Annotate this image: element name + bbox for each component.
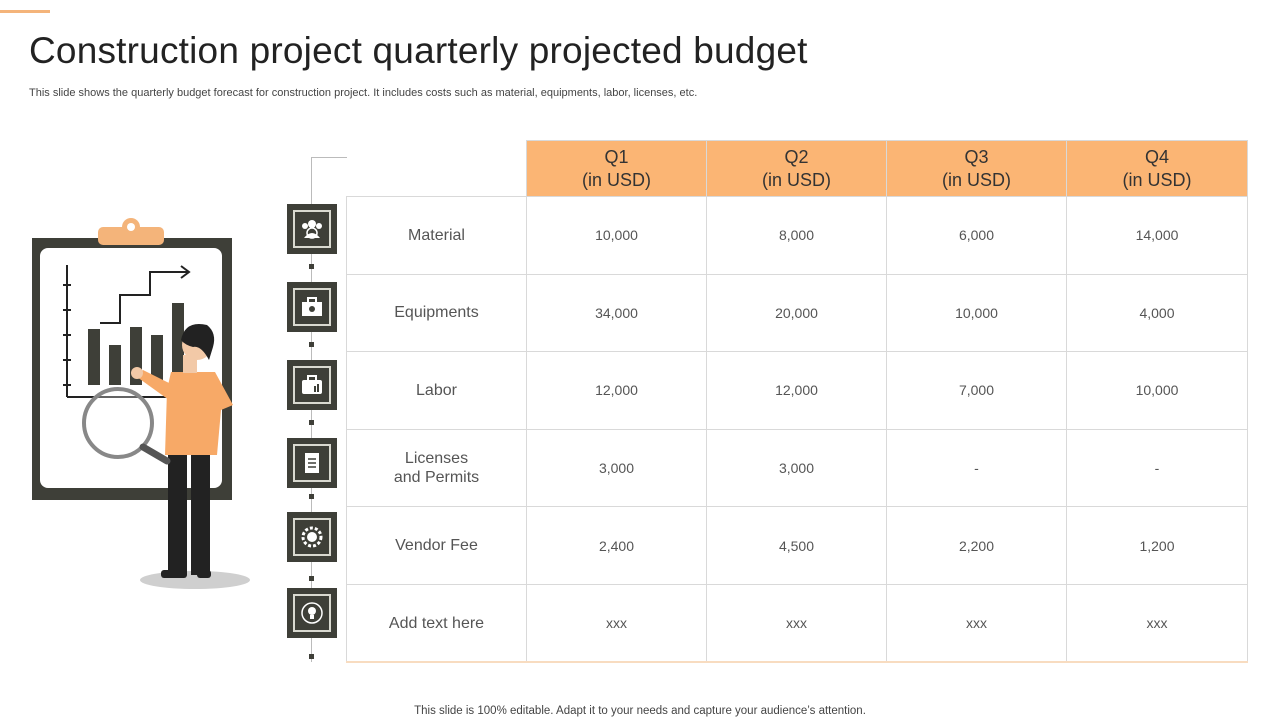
table-row: Vendor Fee 2,400 4,500 2,200 1,200 bbox=[346, 506, 1248, 585]
presenter-illustration bbox=[32, 218, 250, 589]
table-cell: xxx bbox=[886, 583, 1067, 664]
table-cell: 12,000 bbox=[526, 351, 707, 430]
table-cell: xxx bbox=[706, 583, 887, 664]
table-cell: 10,000 bbox=[1066, 351, 1248, 430]
connector-dot bbox=[309, 342, 314, 347]
table-cell: 3,000 bbox=[706, 428, 887, 508]
page-title: Construction project quarterly projected… bbox=[29, 30, 808, 71]
team-icon bbox=[287, 204, 337, 254]
table-cell: 2,400 bbox=[526, 506, 707, 585]
header-q3: Q3 (in USD) bbox=[886, 140, 1067, 197]
row-label: Material bbox=[346, 196, 527, 275]
table-corner-cell bbox=[346, 140, 527, 197]
connector-dot bbox=[309, 576, 314, 581]
table-cell: 34,000 bbox=[526, 273, 707, 353]
connector-dot bbox=[309, 654, 314, 659]
briefcase-icon bbox=[287, 360, 337, 410]
table-cell: xxx bbox=[1066, 583, 1248, 664]
table-row: Material 10,000 8,000 6,000 14,000 bbox=[346, 196, 1248, 275]
budget-table: Q1 (in USD) Q2 (in USD) Q3 (in USD) Q4 (in U… bbox=[346, 140, 1248, 664]
table-cell: - bbox=[886, 428, 1067, 508]
table-cell: 7,000 bbox=[886, 351, 1067, 430]
table-cell: xxx bbox=[526, 583, 707, 664]
table-cell: 14,000 bbox=[1066, 196, 1248, 275]
idea-cycle-icon bbox=[287, 588, 337, 638]
footer-note: This slide is 100% editable. Adapt it to… bbox=[414, 705, 866, 717]
row-label: Equipments bbox=[346, 273, 527, 353]
table-cell: 10,000 bbox=[886, 273, 1067, 353]
table-cell: 4,500 bbox=[706, 506, 887, 585]
accent-line bbox=[0, 10, 50, 13]
header-q1: Q1 (in USD) bbox=[526, 140, 707, 197]
table-cell: 8,000 bbox=[706, 196, 887, 275]
table-cell: 3,000 bbox=[526, 428, 707, 508]
connector-dot bbox=[309, 264, 314, 269]
header-q4: Q4 (in USD) bbox=[1066, 140, 1248, 197]
table-cell: - bbox=[1066, 428, 1248, 508]
table-cell: 20,000 bbox=[706, 273, 887, 353]
page-subtitle: This slide shows the quarterly budget fo… bbox=[29, 87, 698, 99]
table-row: Add text here xxx xxx xxx xxx bbox=[346, 583, 1248, 664]
connector-dot bbox=[309, 420, 314, 425]
table-row: Licenses and Permits 3,000 3,000 - - bbox=[346, 428, 1248, 508]
table-cell: 4,000 bbox=[1066, 273, 1248, 353]
checklist-icon bbox=[287, 438, 337, 488]
row-label: Vendor Fee bbox=[346, 506, 527, 585]
table-row: Labor 12,000 12,000 7,000 10,000 bbox=[346, 351, 1248, 430]
row-label: Licenses and Permits bbox=[346, 428, 527, 508]
table-cell: 10,000 bbox=[526, 196, 707, 275]
table-cell: 6,000 bbox=[886, 196, 1067, 275]
table-cell: 1,200 bbox=[1066, 506, 1248, 585]
toolbox-icon bbox=[287, 282, 337, 332]
table-row: Equipments 34,000 20,000 10,000 4,000 bbox=[346, 273, 1248, 353]
table-cell: 12,000 bbox=[706, 351, 887, 430]
table-header-row: Q1 (in USD) Q2 (in USD) Q3 (in USD) Q4 (in U… bbox=[346, 140, 1248, 197]
header-q2: Q2 (in USD) bbox=[706, 140, 887, 197]
gear-people-icon bbox=[287, 512, 337, 562]
row-label: Add text here bbox=[346, 583, 527, 664]
connector-dot bbox=[309, 494, 314, 499]
row-label: Labor bbox=[346, 351, 527, 430]
table-cell: 2,200 bbox=[886, 506, 1067, 585]
